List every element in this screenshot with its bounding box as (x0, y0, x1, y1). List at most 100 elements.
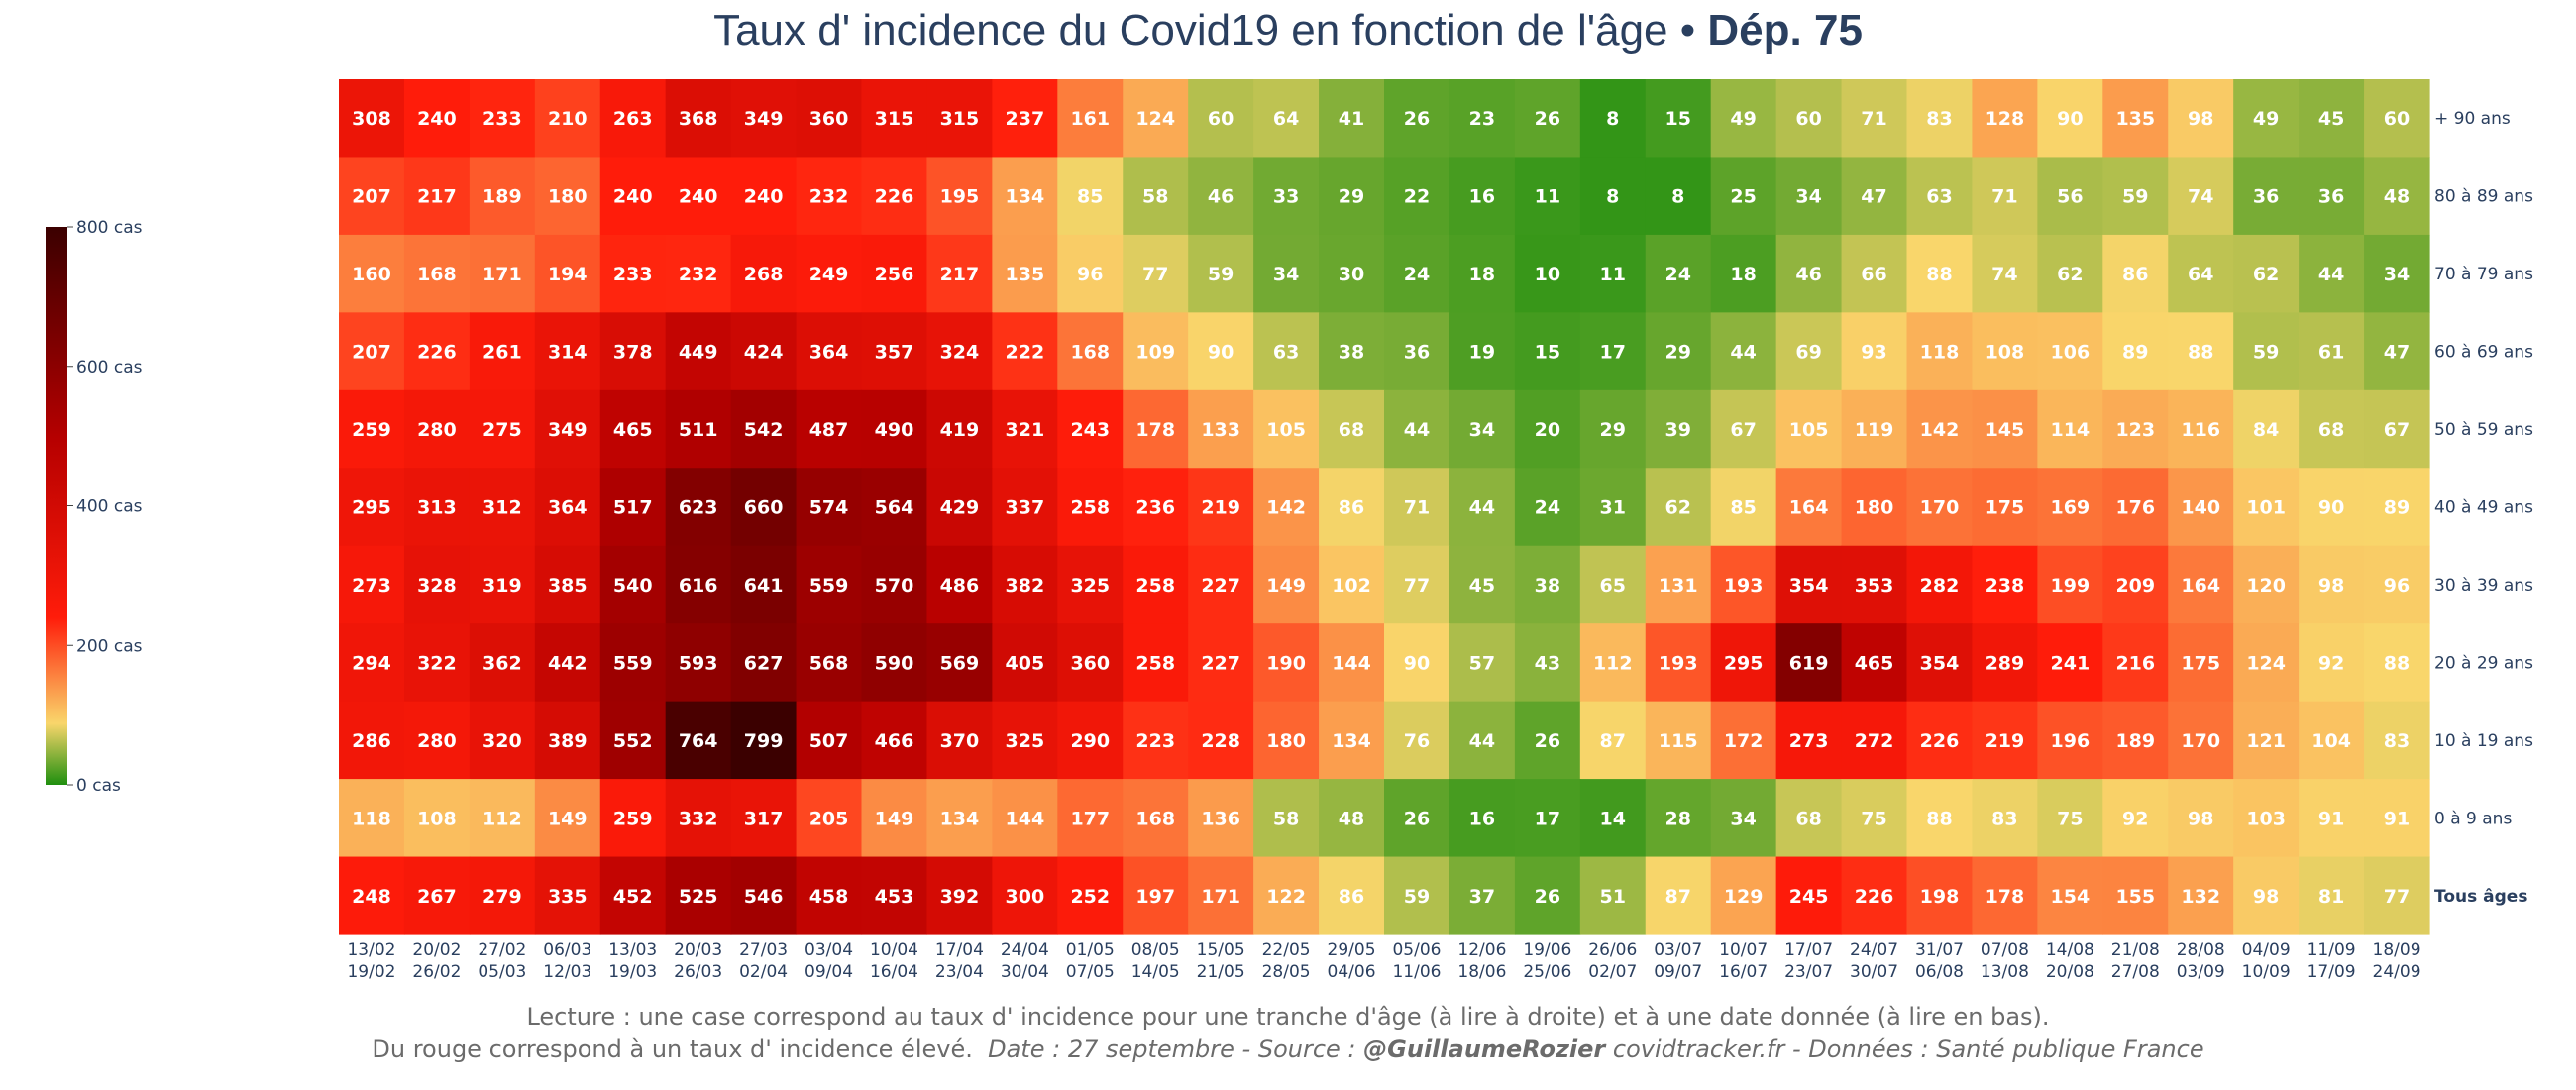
heatmap-cell (1123, 157, 1189, 236)
cell-value-label: 261 (483, 342, 522, 364)
cell-value-label: 140 (2181, 497, 2220, 519)
cell-value-label: 223 (1135, 730, 1175, 752)
heatmap-cell (1253, 856, 1320, 935)
heatmap-cell (1906, 468, 1974, 547)
cell-value-label: 41 (1339, 108, 1364, 130)
cell-value-label: 419 (940, 419, 980, 441)
footer-author: @GuillaumeRozier (1363, 1036, 1606, 1063)
cell-value-label: 119 (1855, 419, 1894, 441)
cell-value-label: 233 (613, 264, 653, 285)
cell-value-label: 465 (1855, 652, 1894, 674)
heatmap-cell (1841, 157, 1908, 236)
column-label-end: 27/08 (2111, 962, 2160, 982)
column-label-start: 04/09 (2242, 940, 2291, 960)
cell-value-label: 171 (483, 264, 522, 285)
cell-value-label: 799 (744, 730, 784, 752)
column-label-start: 19/06 (1523, 940, 1571, 960)
heatmap-cell (2037, 234, 2103, 313)
cell-value-label: 83 (1926, 108, 1952, 130)
cell-value-label: 164 (1789, 497, 1829, 519)
heatmap-cell (1972, 234, 2038, 313)
cell-value-label: 101 (2246, 497, 2286, 519)
heatmap-cell (2037, 701, 2103, 780)
cell-value-label: 103 (2246, 808, 2286, 829)
column-label-end: 02/04 (739, 962, 788, 982)
heatmap-cell (1972, 79, 2038, 159)
heatmap-cell (2299, 545, 2365, 624)
heatmap-cell (1253, 545, 1320, 624)
cell-value-label: 15 (1664, 108, 1690, 130)
heatmap-cell (1057, 701, 1124, 780)
cell-value-label: 77 (1142, 264, 1168, 285)
cell-value-label: 641 (744, 575, 784, 597)
heatmap-cell (2102, 468, 2169, 547)
heatmap-cell (599, 545, 667, 624)
cell-value-label: 34 (2384, 264, 2410, 285)
cell-value-label: 357 (875, 342, 914, 364)
cell-value-label: 90 (1404, 652, 1430, 674)
cell-value-label: 118 (1920, 342, 1960, 364)
cell-value-label: 177 (1070, 808, 1110, 829)
column-label-end: 16/07 (1719, 962, 1768, 982)
heatmap-cell (1384, 545, 1450, 624)
footer-credits: covidtracker.fr - Données : Santé publiq… (1612, 1036, 2204, 1063)
heatmap-cell (2364, 545, 2430, 624)
cell-value-label: 171 (1201, 886, 1240, 908)
heatmap-cell (534, 79, 601, 159)
cell-value-label: 295 (352, 497, 391, 519)
cell-value-label: 268 (744, 264, 784, 285)
heatmap-cell (403, 468, 471, 547)
cell-value-label: 39 (1664, 419, 1690, 441)
heatmap-cell (1188, 623, 1254, 703)
heatmap-cell (2037, 545, 2103, 624)
cell-value-label: 258 (1135, 652, 1175, 674)
cell-value-label: 105 (1789, 419, 1829, 441)
column-label-start: 10/04 (870, 940, 918, 960)
heatmap-cell (599, 234, 667, 313)
heatmap-cell (2168, 856, 2234, 935)
cell-value-label: 24 (1404, 264, 1430, 285)
chart-title-main: Taux d' incidence du Covid19 en fonction… (713, 6, 1696, 54)
cell-value-label: 49 (1730, 108, 1756, 130)
heatmap-cell (992, 79, 1058, 159)
heatmap-cell (1775, 701, 1843, 780)
cell-value-label: 16 (1469, 186, 1495, 208)
heatmap-cell (1384, 312, 1450, 391)
cell-value-label: 321 (1006, 419, 1045, 441)
cell-value-label: 115 (1659, 730, 1698, 752)
cell-value-label: 23 (1469, 108, 1495, 130)
cell-value-label: 180 (1855, 497, 1894, 519)
heatmap-cell (1319, 623, 1385, 703)
cell-value-label: 487 (809, 419, 849, 441)
column-label-end: 26/03 (674, 962, 722, 982)
column-label-start: 08/05 (1131, 940, 1180, 960)
cell-value-label: 68 (1339, 419, 1364, 441)
heatmap-cell (1972, 701, 2038, 780)
heatmap-cell (1841, 545, 1908, 624)
heatmap-cell (1188, 157, 1254, 236)
row-label: 40 à 49 ans (2434, 498, 2533, 518)
row-label: 10 à 19 ans (2434, 731, 2533, 751)
column-label-end: 09/04 (805, 962, 853, 982)
heatmap-cell (1579, 701, 1647, 780)
heatmap-cell (1775, 623, 1843, 703)
column-label-end: 28/05 (1262, 962, 1311, 982)
heatmap-cell (730, 234, 798, 313)
cell-value-label: 112 (1593, 652, 1633, 674)
heatmap-cell (992, 779, 1058, 858)
heatmap-cell (2299, 468, 2365, 547)
heatmap-cell (469, 389, 536, 469)
cell-value-label: 362 (483, 652, 522, 674)
cell-value-label: 60 (1795, 108, 1821, 130)
heatmap-cell (599, 856, 667, 935)
cell-value-label: 196 (2051, 730, 2091, 752)
heatmap-cell (730, 856, 798, 935)
cell-value-label: 104 (2311, 730, 2351, 752)
heatmap-cell (1710, 856, 1777, 935)
cell-value-label: 195 (940, 186, 980, 208)
cell-value-label: 319 (483, 575, 522, 597)
cell-value-label: 18 (1730, 264, 1756, 285)
heatmap-cell (1514, 312, 1581, 391)
heatmap-cell (1645, 157, 1712, 236)
cell-value-label: 98 (2188, 808, 2213, 829)
